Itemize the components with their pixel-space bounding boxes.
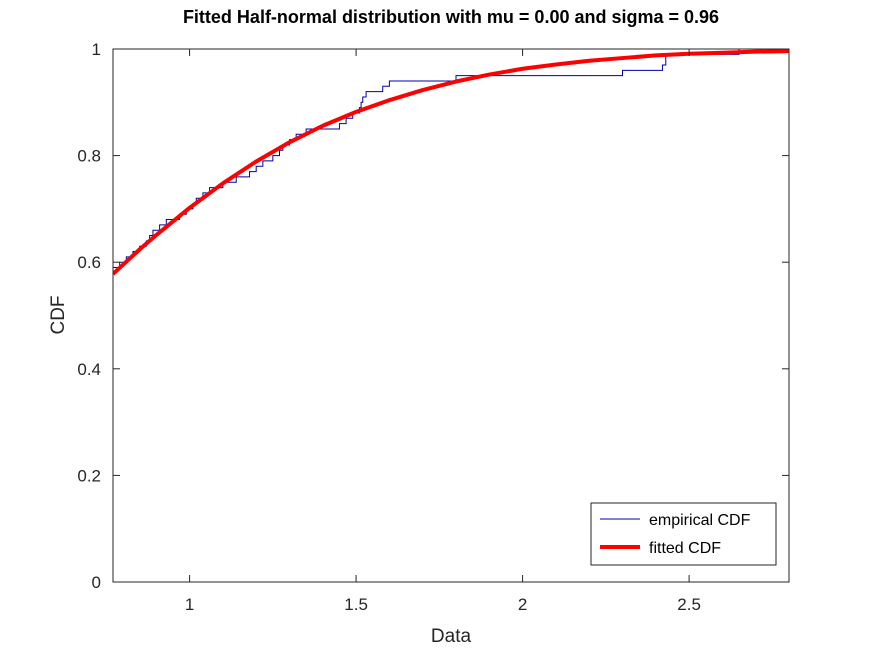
x-tick-label: 2 (518, 595, 527, 614)
y-tick-label: 0.6 (77, 253, 101, 272)
x-tick-label: 1.5 (344, 595, 368, 614)
empirical-cdf-line (113, 49, 789, 269)
y-tick-label: 0.8 (77, 147, 101, 166)
y-axis-label: CDF (48, 295, 69, 334)
x-tick-label: 2.5 (677, 595, 701, 614)
fitted-cdf-line (113, 49, 789, 276)
y-tick-label: 0.2 (77, 466, 101, 485)
y-tick-label: 1 (92, 40, 101, 59)
series-layer (113, 49, 789, 276)
legend-label-empirical: empirical CDF (649, 512, 751, 529)
plot-area (113, 49, 789, 582)
legend: empirical CDF fitted CDF (590, 502, 777, 566)
x-tick-label: 1 (185, 595, 194, 614)
legend-label-fitted: fitted CDF (649, 540, 721, 557)
x-axis-label: Data (431, 626, 472, 647)
y-tick-label: 0.4 (77, 360, 101, 379)
chart-title: Fitted Half-normal distribution with mu … (183, 7, 719, 27)
legend-box (590, 502, 777, 566)
ticks-layer: 1 1.5 2 2.5 0 0.2 0.4 0.6 0.8 1 (77, 40, 789, 614)
plot-frame (112, 48, 790, 583)
y-tick-label: 0 (92, 573, 101, 592)
